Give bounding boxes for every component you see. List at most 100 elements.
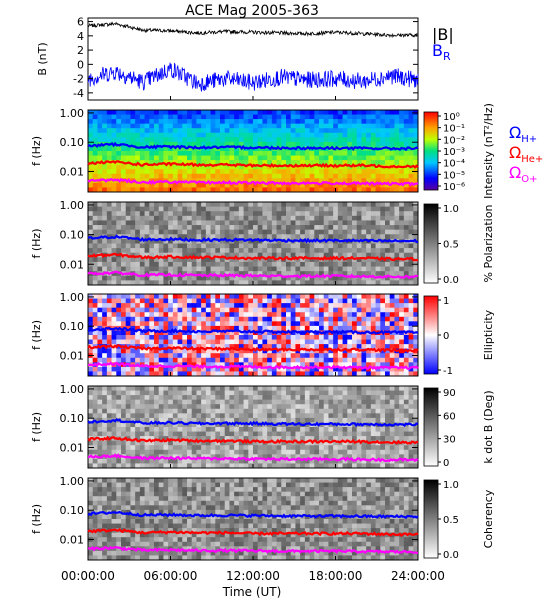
heat-cell: [215, 294, 221, 299]
heat-cell: [361, 339, 367, 345]
heat-cell: [304, 211, 310, 217]
heat-cell: [243, 271, 249, 277]
heat-cell: [413, 220, 419, 226]
heat-cell: [201, 298, 207, 304]
heat-cell: [413, 325, 419, 331]
heat-cell: [267, 390, 273, 396]
heat-cell: [248, 335, 254, 340]
heat-cell: [215, 141, 221, 147]
heat-cell: [139, 169, 145, 175]
heat-cell: [403, 119, 409, 125]
heat-cell: [333, 160, 339, 166]
heat-cell: [220, 248, 226, 254]
heat-cell: [158, 132, 164, 138]
heat-cell: [196, 339, 202, 345]
heat-cell: [196, 445, 202, 451]
heat-cell: [257, 178, 263, 184]
heat-cell: [408, 261, 414, 267]
heat-cell: [130, 294, 136, 299]
heat-cell: [257, 132, 263, 138]
heat-cell: [224, 307, 230, 313]
heat-cell: [314, 238, 320, 244]
heat-cell: [201, 294, 207, 299]
heat-cell: [121, 132, 127, 138]
heat-cell: [182, 399, 188, 405]
colorbar-tick-label: 1: [443, 296, 449, 307]
heat-cell: [276, 225, 282, 231]
heat-cell: [257, 449, 263, 455]
heat-cell: [224, 160, 230, 166]
heat-cell: [366, 211, 372, 217]
heat-cell: [182, 275, 188, 281]
heat-cell: [88, 431, 94, 437]
heat-cell: [399, 344, 405, 350]
heat-cell: [116, 280, 122, 286]
heat-cell: [276, 303, 282, 309]
heat-cell: [253, 132, 259, 138]
heat-cell: [375, 271, 381, 277]
heat-cell: [116, 164, 122, 170]
heat-cell: [248, 454, 254, 460]
heat-cell: [394, 312, 400, 318]
heat-cell: [92, 229, 98, 235]
heat-cell: [347, 316, 353, 322]
heat-cell: [187, 257, 193, 263]
heat-cell: [97, 440, 103, 446]
heat-cell: [366, 294, 372, 299]
heat-cell: [144, 187, 150, 193]
heat-cell: [399, 386, 405, 391]
heat-cell: [267, 178, 273, 184]
heat-cell: [215, 202, 221, 208]
heat-cell: [408, 248, 414, 254]
heat-cell: [408, 155, 414, 161]
heat-cell: [380, 454, 386, 460]
heat-cell: [276, 169, 282, 175]
heat-cell: [352, 119, 358, 125]
heat-cell: [276, 164, 282, 170]
heat-cell: [135, 275, 141, 281]
heat-cell: [224, 155, 230, 161]
heat-cell: [394, 413, 400, 419]
heat-cell: [342, 211, 348, 217]
heat-cell: [187, 307, 193, 313]
heat-cell: [111, 257, 117, 263]
heat-cell: [234, 431, 240, 437]
heat-cell: [413, 243, 419, 249]
heat-cell: [319, 173, 325, 179]
heat-cell: [319, 229, 325, 235]
heat-cell: [121, 339, 127, 345]
heat-cell: [295, 132, 301, 138]
heat-cell: [337, 266, 343, 272]
heat-cell: [304, 417, 310, 423]
heat-cell: [144, 312, 150, 318]
heat-cell: [106, 151, 112, 156]
heat-cell: [154, 119, 160, 125]
heat-cell: [370, 261, 376, 267]
heat-cell: [399, 141, 405, 147]
heat-cell: [97, 303, 103, 309]
heat-cell: [158, 321, 164, 327]
heat-cell: [139, 160, 145, 166]
heat-cell: [408, 141, 414, 147]
heat-cell: [356, 449, 362, 455]
heat-cell: [333, 266, 339, 272]
heat-cell: [205, 335, 211, 340]
heat-cell: [347, 371, 353, 377]
heat-cell: [271, 119, 277, 125]
heat-cell: [323, 137, 329, 143]
heat-cell: [135, 339, 141, 345]
heat-cell: [135, 146, 141, 152]
heat-cell: [92, 335, 98, 340]
heat-cell: [267, 449, 273, 455]
heat-cell: [144, 339, 150, 345]
heat-cell: [154, 335, 160, 340]
heat-cell: [385, 137, 391, 143]
heat-cell: [403, 344, 409, 350]
heat-cell: [88, 114, 94, 120]
heat-cell: [168, 257, 174, 263]
heat-cell: [399, 114, 405, 120]
heat-cell: [309, 353, 315, 359]
heat-cell: [215, 280, 221, 286]
heat-cell: [248, 386, 254, 391]
